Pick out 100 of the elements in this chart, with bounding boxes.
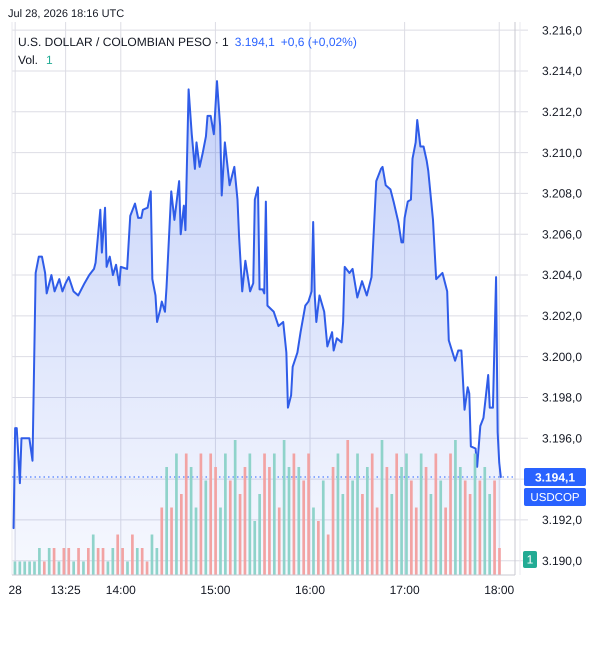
y-tick-label: 3.202,0 (542, 309, 582, 324)
x-tick-label: 14:00 (106, 583, 136, 597)
bar (336, 454, 340, 575)
bar (156, 548, 158, 575)
bar (184, 454, 188, 575)
bar (263, 454, 266, 575)
bar (420, 454, 422, 575)
bar (28, 562, 31, 575)
bar (400, 467, 403, 575)
bar (312, 508, 315, 575)
bar (272, 454, 276, 575)
x-tick-label: 28 (8, 583, 22, 597)
text: 1 (526, 552, 534, 567)
annotation: +0,6 (+0,02%) (280, 35, 357, 49)
bar (160, 508, 164, 575)
y-tick-label: 3.214,0 (542, 64, 582, 78)
text: 3.194,1 (534, 470, 576, 484)
bar (136, 548, 139, 575)
bar (370, 454, 374, 575)
y-tick-label: 3.208,0 (542, 186, 582, 201)
x-tick-label: 18:00 (484, 583, 515, 597)
bar (478, 480, 482, 575)
bar (180, 494, 183, 575)
bar (165, 467, 168, 575)
bar (414, 508, 418, 575)
text: 1 (46, 53, 53, 67)
bar (131, 534, 134, 575)
bar (430, 494, 432, 575)
bar (458, 467, 462, 575)
bar (346, 440, 350, 575)
y-tick-label: 3.204,0 (542, 268, 582, 282)
bar (82, 562, 85, 575)
bar (464, 480, 467, 575)
bar (493, 480, 496, 575)
bar (307, 454, 310, 575)
bar (111, 548, 114, 575)
x-tick-label: 13:25 (50, 583, 81, 597)
x-tick-label: 17:00 (390, 583, 420, 597)
bar (351, 480, 354, 575)
y-tick-label: 3.198,0 (542, 390, 582, 405)
y-tick-label: 3.196,0 (542, 431, 582, 446)
bar (14, 562, 16, 575)
bar (468, 494, 472, 575)
bar (209, 454, 212, 575)
y-tick-label: 3.212,0 (542, 104, 582, 119)
y-tick-label: 3.206,0 (542, 227, 582, 242)
bar (390, 494, 394, 575)
bar (116, 534, 120, 575)
bar (23, 562, 26, 575)
bar (434, 454, 438, 575)
bar (204, 480, 208, 575)
bar (38, 548, 41, 575)
y-tick-label: 3.190,0 (542, 554, 582, 568)
annotation: 3.194,1 (234, 35, 276, 49)
y-tick-label: 3.200,0 (542, 350, 582, 364)
bar (268, 467, 271, 575)
bar (366, 467, 369, 575)
bar (322, 480, 325, 575)
y-tick-label: 3.216,0 (542, 23, 582, 38)
bar (72, 562, 75, 575)
bar (253, 521, 256, 575)
bar (361, 494, 364, 575)
bar (395, 454, 398, 575)
bar (454, 440, 457, 575)
bar (405, 454, 408, 575)
bar (190, 467, 192, 575)
bar (67, 548, 70, 575)
bar (238, 494, 242, 575)
bar (121, 548, 124, 575)
bar (18, 562, 22, 575)
bar (488, 494, 492, 575)
bar (86, 548, 90, 575)
bar (424, 467, 428, 575)
bar (474, 454, 476, 575)
bar (449, 454, 452, 575)
bar (282, 440, 286, 575)
bar (170, 508, 173, 575)
bar (92, 534, 95, 575)
bar (498, 548, 501, 575)
bar (126, 562, 129, 575)
bar (386, 467, 388, 575)
bar (42, 562, 46, 575)
bar (439, 480, 442, 575)
bar (102, 548, 104, 575)
bar (48, 548, 51, 575)
bar (224, 454, 227, 575)
bar (410, 480, 413, 575)
bar (302, 480, 306, 575)
bar (62, 548, 66, 575)
bar (200, 454, 202, 575)
y-tick-label: 3.192,0 (542, 513, 582, 528)
bar (297, 467, 300, 575)
ref-line-label: USDCOP (530, 492, 580, 504)
bar (317, 521, 320, 575)
bar (332, 467, 334, 575)
text: U.S. DOLLAR / COLOMBIAN PESO · 1 (18, 35, 230, 49)
bar (376, 508, 378, 575)
bar (140, 548, 144, 575)
x-tick-label: 15:00 (200, 583, 231, 597)
y-tick-label: 3.210,0 (542, 146, 582, 160)
